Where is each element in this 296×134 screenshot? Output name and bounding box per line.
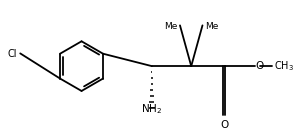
Text: Cl: Cl xyxy=(8,49,17,59)
Text: O: O xyxy=(221,120,229,130)
Text: Me: Me xyxy=(164,22,177,31)
Text: CH$_3$: CH$_3$ xyxy=(274,59,294,73)
Text: NH$_2$: NH$_2$ xyxy=(141,102,163,116)
Text: Me: Me xyxy=(205,22,219,31)
Text: O: O xyxy=(255,61,263,71)
